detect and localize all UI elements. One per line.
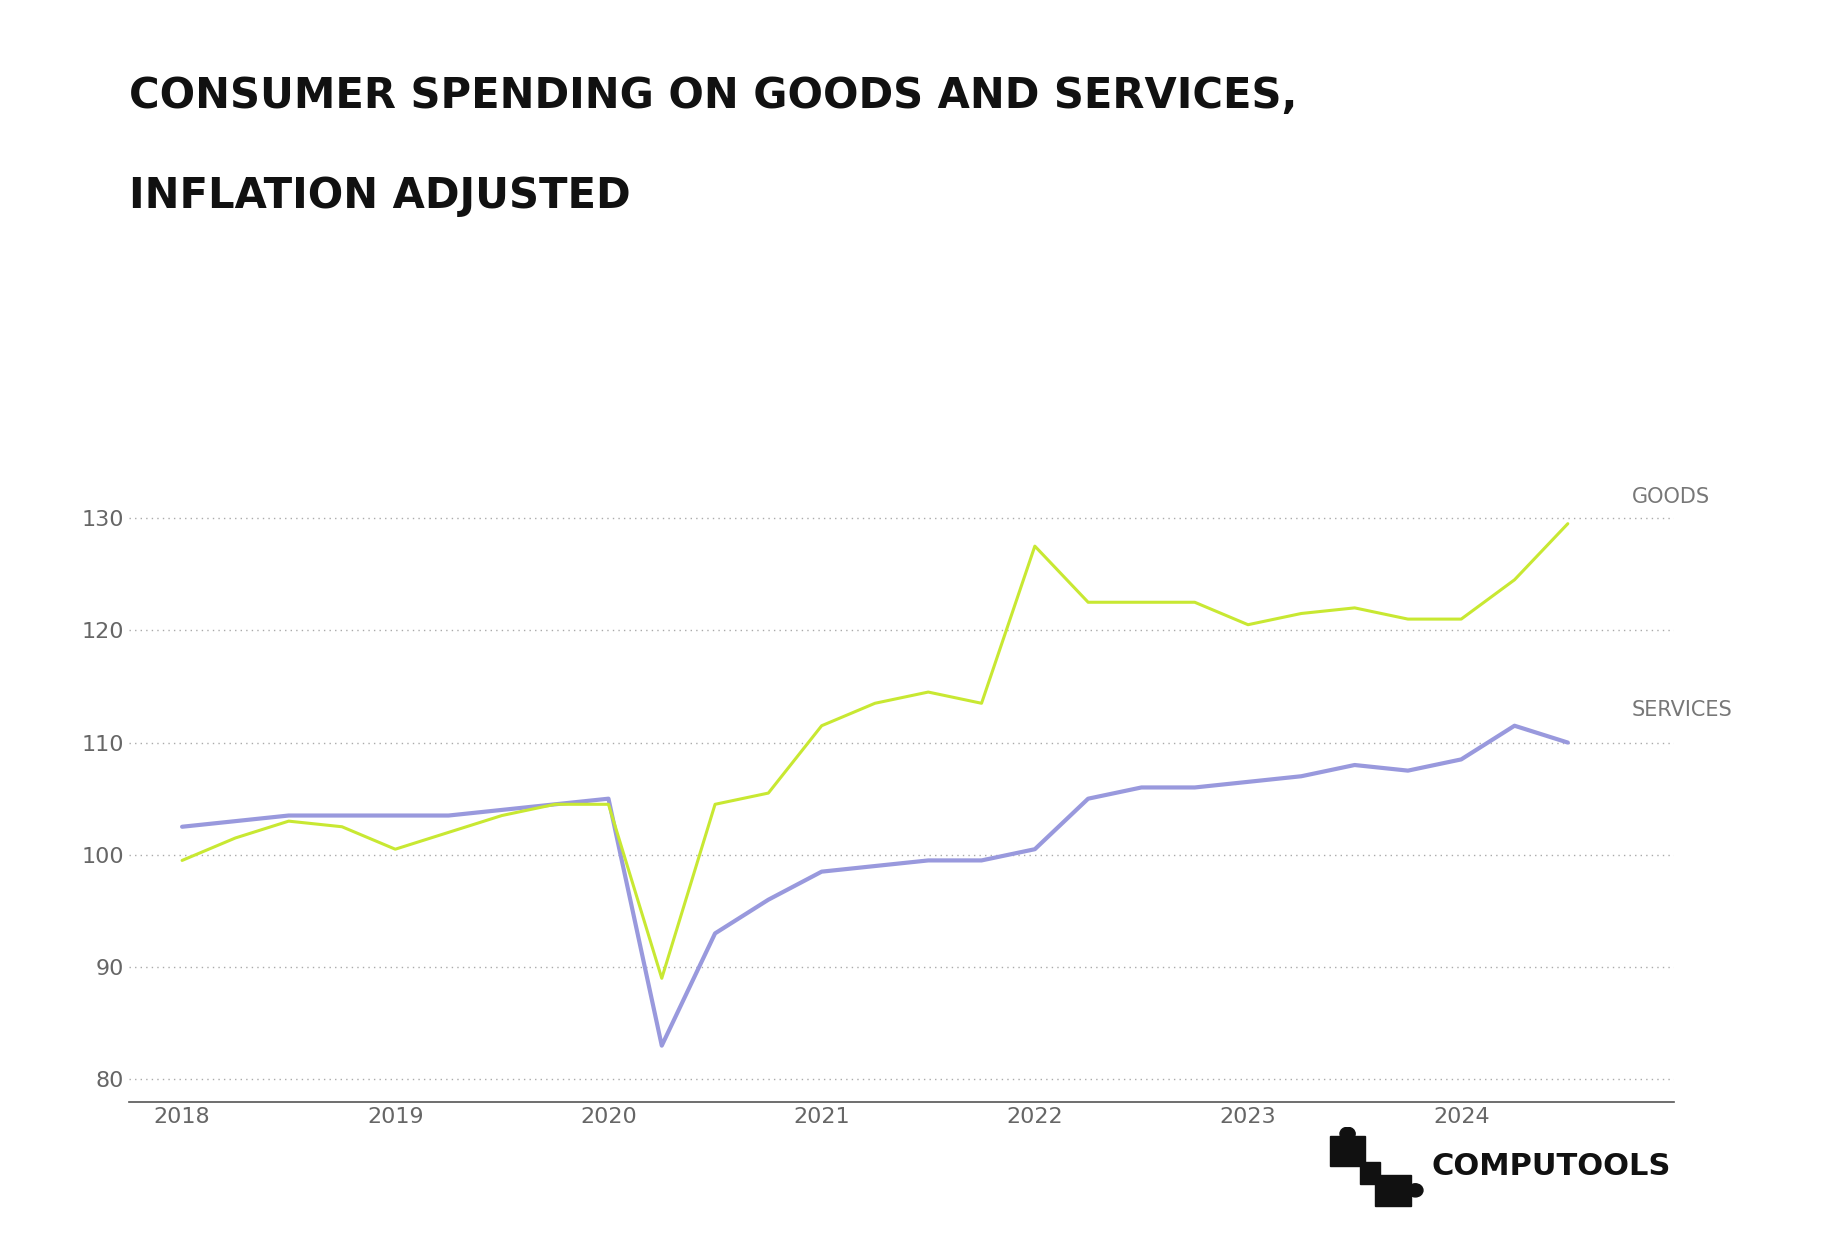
Circle shape (1339, 1127, 1354, 1141)
Text: CONSUMER SPENDING ON GOODS AND SERVICES,: CONSUMER SPENDING ON GOODS AND SERVICES, (129, 75, 1296, 118)
Bar (1359, 1162, 1379, 1184)
Bar (1374, 1174, 1411, 1206)
Text: SERVICES: SERVICES (1631, 700, 1732, 720)
Text: GOODS: GOODS (1631, 487, 1708, 507)
Text: INFLATION ADJUSTED: INFLATION ADJUSTED (129, 175, 631, 218)
Circle shape (1407, 1184, 1422, 1197)
Text: COMPUTOOLS: COMPUTOOLS (1431, 1152, 1670, 1182)
Bar (1330, 1136, 1365, 1167)
